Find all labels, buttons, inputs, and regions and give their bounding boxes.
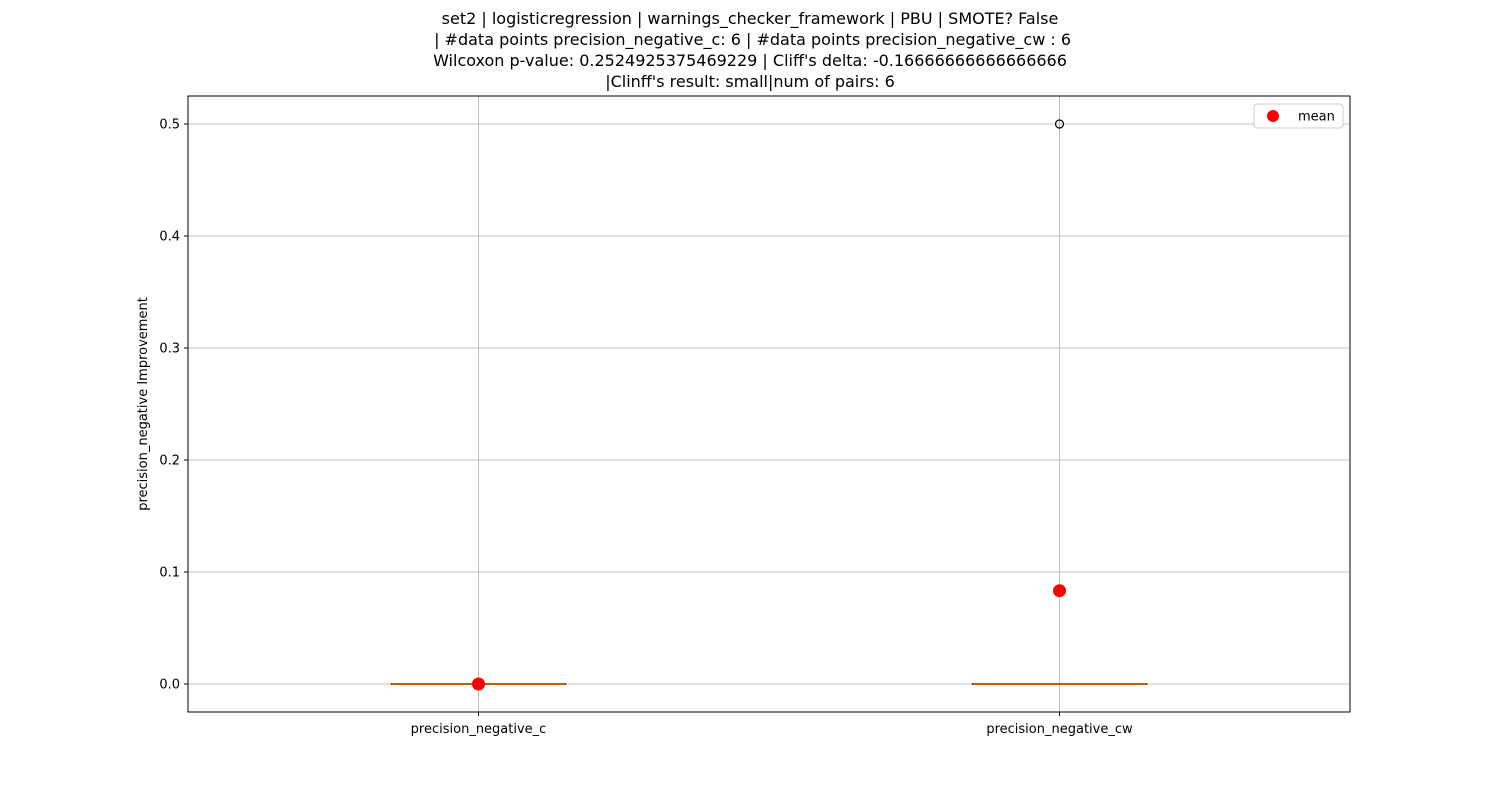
y-axis: 0.0 0.1 0.2 0.3 0.4 0.5: [159, 118, 188, 693]
legend-mean-marker: [1267, 110, 1279, 122]
y-tick-label: 0.2: [159, 454, 180, 469]
y-tick-label: 0.0: [159, 678, 180, 693]
mean-layer: [472, 584, 1066, 691]
legend: mean: [1253, 103, 1344, 129]
legend-mean-label: mean: [1298, 110, 1335, 125]
title-line-2: | #data points precision_negative_c: 6 |…: [428, 30, 1072, 49]
title-line-3: Wilcoxon p-value: 0.2524925375469229 | C…: [433, 51, 1067, 70]
y-axis-label: precision_negative Improvement: [136, 297, 151, 511]
y-tick-label: 0.1: [159, 566, 180, 581]
y-tick-label: 0.3: [159, 342, 180, 357]
title-line-4: |Clinff's result: small|num of pairs: 6: [605, 72, 895, 91]
y-tick-label: 0.4: [159, 230, 180, 245]
mean-point: [1053, 584, 1066, 598]
outlier-point: [1054, 119, 1065, 129]
title-line-1: set2 | logisticregression | warnings_che…: [441, 9, 1059, 28]
y-tick-label: 0.5: [159, 118, 180, 133]
legend-box: [1253, 103, 1344, 129]
mean-point: [472, 677, 485, 691]
x-tick-label: precision_negative_c: [411, 722, 547, 737]
plot-frame: [187, 95, 1351, 713]
x-tick-label: precision_negative_cw: [986, 722, 1133, 737]
grid-layer: [188, 96, 1350, 712]
box-layer: [390, 119, 1148, 685]
x-axis: precision_negative_c precision_negative_c…: [411, 712, 1133, 737]
chart-title: set2 | logisticregression | warnings_che…: [0, 8, 1500, 92]
